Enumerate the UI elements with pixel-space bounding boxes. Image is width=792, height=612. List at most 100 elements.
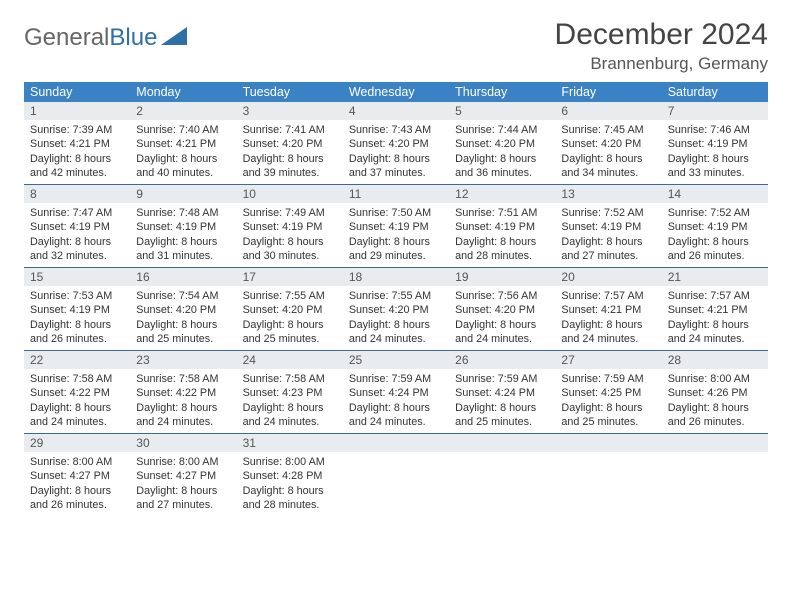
calendar-cell: 24Sunrise: 7:58 AMSunset: 4:23 PMDayligh…: [237, 351, 343, 433]
day-line-ss: Sunset: 4:19 PM: [136, 220, 230, 234]
day-number: 14: [662, 185, 768, 203]
day-info: Sunrise: 7:51 AMSunset: 4:19 PMDaylight:…: [449, 203, 555, 267]
day-line-dl1: Daylight: 8 hours: [243, 152, 337, 166]
day-line-dl2: and 24 minutes.: [349, 332, 443, 346]
day-line-dl1: Daylight: 8 hours: [243, 235, 337, 249]
day-line-dl2: and 37 minutes.: [349, 166, 443, 180]
logo-word1: General: [24, 24, 109, 52]
day-line-dl1: Daylight: 8 hours: [30, 235, 124, 249]
day-line-dl2: and 27 minutes.: [561, 249, 655, 263]
day-line-ss: Sunset: 4:19 PM: [455, 220, 549, 234]
day-line-dl2: and 34 minutes.: [561, 166, 655, 180]
day-info: Sunrise: 7:44 AMSunset: 4:20 PMDaylight:…: [449, 120, 555, 184]
day-info: Sunrise: 7:58 AMSunset: 4:23 PMDaylight:…: [237, 369, 343, 433]
day-info: Sunrise: 7:45 AMSunset: 4:20 PMDaylight:…: [555, 120, 661, 184]
day-info: Sunrise: 7:55 AMSunset: 4:20 PMDaylight:…: [343, 286, 449, 350]
day-line-ss: Sunset: 4:22 PM: [136, 386, 230, 400]
day-number: 11: [343, 185, 449, 203]
calendar-cell: 21Sunrise: 7:57 AMSunset: 4:21 PMDayligh…: [662, 268, 768, 350]
day-line-ss: Sunset: 4:19 PM: [561, 220, 655, 234]
day-line-sr: Sunrise: 7:58 AM: [243, 372, 337, 386]
calendar-cell: 1Sunrise: 7:39 AMSunset: 4:21 PMDaylight…: [24, 102, 130, 184]
day-line-sr: Sunrise: 7:51 AM: [455, 206, 549, 220]
day-line-ss: Sunset: 4:27 PM: [136, 469, 230, 483]
day-number: 12: [449, 185, 555, 203]
day-line-dl2: and 25 minutes.: [455, 415, 549, 429]
calendar-week: 29Sunrise: 8:00 AMSunset: 4:27 PMDayligh…: [24, 434, 768, 516]
calendar-cell: 28Sunrise: 8:00 AMSunset: 4:26 PMDayligh…: [662, 351, 768, 433]
day-line-ss: Sunset: 4:20 PM: [243, 137, 337, 151]
day-line-sr: Sunrise: 7:40 AM: [136, 123, 230, 137]
day-line-dl2: and 24 minutes.: [455, 332, 549, 346]
day-info: Sunrise: 8:00 AMSunset: 4:26 PMDaylight:…: [662, 369, 768, 433]
day-line-dl1: Daylight: 8 hours: [136, 401, 230, 415]
day-line-dl2: and 31 minutes.: [136, 249, 230, 263]
day-line-ss: Sunset: 4:19 PM: [243, 220, 337, 234]
day-line-ss: Sunset: 4:21 PM: [136, 137, 230, 151]
day-line-dl1: Daylight: 8 hours: [561, 318, 655, 332]
logo-word2: Blue: [109, 24, 157, 52]
day-info: Sunrise: 7:43 AMSunset: 4:20 PMDaylight:…: [343, 120, 449, 184]
day-line-sr: Sunrise: 7:59 AM: [455, 372, 549, 386]
day-info: Sunrise: 7:59 AMSunset: 4:24 PMDaylight:…: [343, 369, 449, 433]
calendar-cell: 2Sunrise: 7:40 AMSunset: 4:21 PMDaylight…: [130, 102, 236, 184]
day-info: Sunrise: 7:53 AMSunset: 4:19 PMDaylight:…: [24, 286, 130, 350]
day-number: 23: [130, 351, 236, 369]
day-number: 29: [24, 434, 130, 452]
logo: GeneralBlue: [24, 24, 187, 52]
calendar-cell: .....: [449, 434, 555, 516]
day-line-ss: Sunset: 4:20 PM: [349, 303, 443, 317]
day-number: 10: [237, 185, 343, 203]
calendar-cell: 25Sunrise: 7:59 AMSunset: 4:24 PMDayligh…: [343, 351, 449, 433]
day-line-dl1: Daylight: 8 hours: [30, 484, 124, 498]
day-line-sr: Sunrise: 7:55 AM: [243, 289, 337, 303]
location: Brannenburg, Germany: [555, 54, 768, 74]
day-number: 17: [237, 268, 343, 286]
day-line-sr: Sunrise: 7:59 AM: [349, 372, 443, 386]
calendar-cell: 10Sunrise: 7:49 AMSunset: 4:19 PMDayligh…: [237, 185, 343, 267]
day-line-dl1: Daylight: 8 hours: [243, 318, 337, 332]
day-line-dl2: and 28 minutes.: [243, 498, 337, 512]
day-line-dl2: and 24 minutes.: [561, 332, 655, 346]
day-number: .: [555, 434, 661, 452]
day-header-saturday: Saturday: [662, 82, 768, 102]
day-line-dl2: and 27 minutes.: [136, 498, 230, 512]
day-line-ss: Sunset: 4:20 PM: [455, 303, 549, 317]
calendar: Sunday Monday Tuesday Wednesday Thursday…: [24, 82, 768, 516]
day-info: Sunrise: 7:47 AMSunset: 4:19 PMDaylight:…: [24, 203, 130, 267]
day-line-ss: Sunset: 4:20 PM: [561, 137, 655, 151]
day-number: 18: [343, 268, 449, 286]
day-line-sr: Sunrise: 7:59 AM: [561, 372, 655, 386]
day-line-ss: Sunset: 4:21 PM: [30, 137, 124, 151]
day-line-sr: Sunrise: 7:58 AM: [30, 372, 124, 386]
day-info: Sunrise: 8:00 AMSunset: 4:27 PMDaylight:…: [130, 452, 236, 516]
calendar-cell: .....: [343, 434, 449, 516]
calendar-cell: 16Sunrise: 7:54 AMSunset: 4:20 PMDayligh…: [130, 268, 236, 350]
day-number: .: [343, 434, 449, 452]
day-line-dl1: Daylight: 8 hours: [349, 401, 443, 415]
day-number: 31: [237, 434, 343, 452]
day-header-friday: Friday: [555, 82, 661, 102]
day-line-dl2: and 40 minutes.: [136, 166, 230, 180]
calendar-cell: 7Sunrise: 7:46 AMSunset: 4:19 PMDaylight…: [662, 102, 768, 184]
calendar-cell: .....: [555, 434, 661, 516]
day-line-dl2: and 28 minutes.: [455, 249, 549, 263]
day-line-dl2: and 24 minutes.: [243, 415, 337, 429]
day-line-sr: Sunrise: 7:44 AM: [455, 123, 549, 137]
day-line-dl2: and 29 minutes.: [349, 249, 443, 263]
calendar-cell: 22Sunrise: 7:58 AMSunset: 4:22 PMDayligh…: [24, 351, 130, 433]
day-number: 28: [662, 351, 768, 369]
calendar-cell: 6Sunrise: 7:45 AMSunset: 4:20 PMDaylight…: [555, 102, 661, 184]
day-line-dl1: Daylight: 8 hours: [243, 484, 337, 498]
day-header-wednesday: Wednesday: [343, 82, 449, 102]
day-number: 2: [130, 102, 236, 120]
day-line-dl1: Daylight: 8 hours: [455, 318, 549, 332]
calendar-cell: .....: [662, 434, 768, 516]
calendar-week: 1Sunrise: 7:39 AMSunset: 4:21 PMDaylight…: [24, 102, 768, 185]
calendar-cell: 18Sunrise: 7:55 AMSunset: 4:20 PMDayligh…: [343, 268, 449, 350]
calendar-cell: 31Sunrise: 8:00 AMSunset: 4:28 PMDayligh…: [237, 434, 343, 516]
day-info: Sunrise: 7:46 AMSunset: 4:19 PMDaylight:…: [662, 120, 768, 184]
calendar-cell: 17Sunrise: 7:55 AMSunset: 4:20 PMDayligh…: [237, 268, 343, 350]
day-line-dl1: Daylight: 8 hours: [561, 152, 655, 166]
day-line-dl1: Daylight: 8 hours: [349, 318, 443, 332]
